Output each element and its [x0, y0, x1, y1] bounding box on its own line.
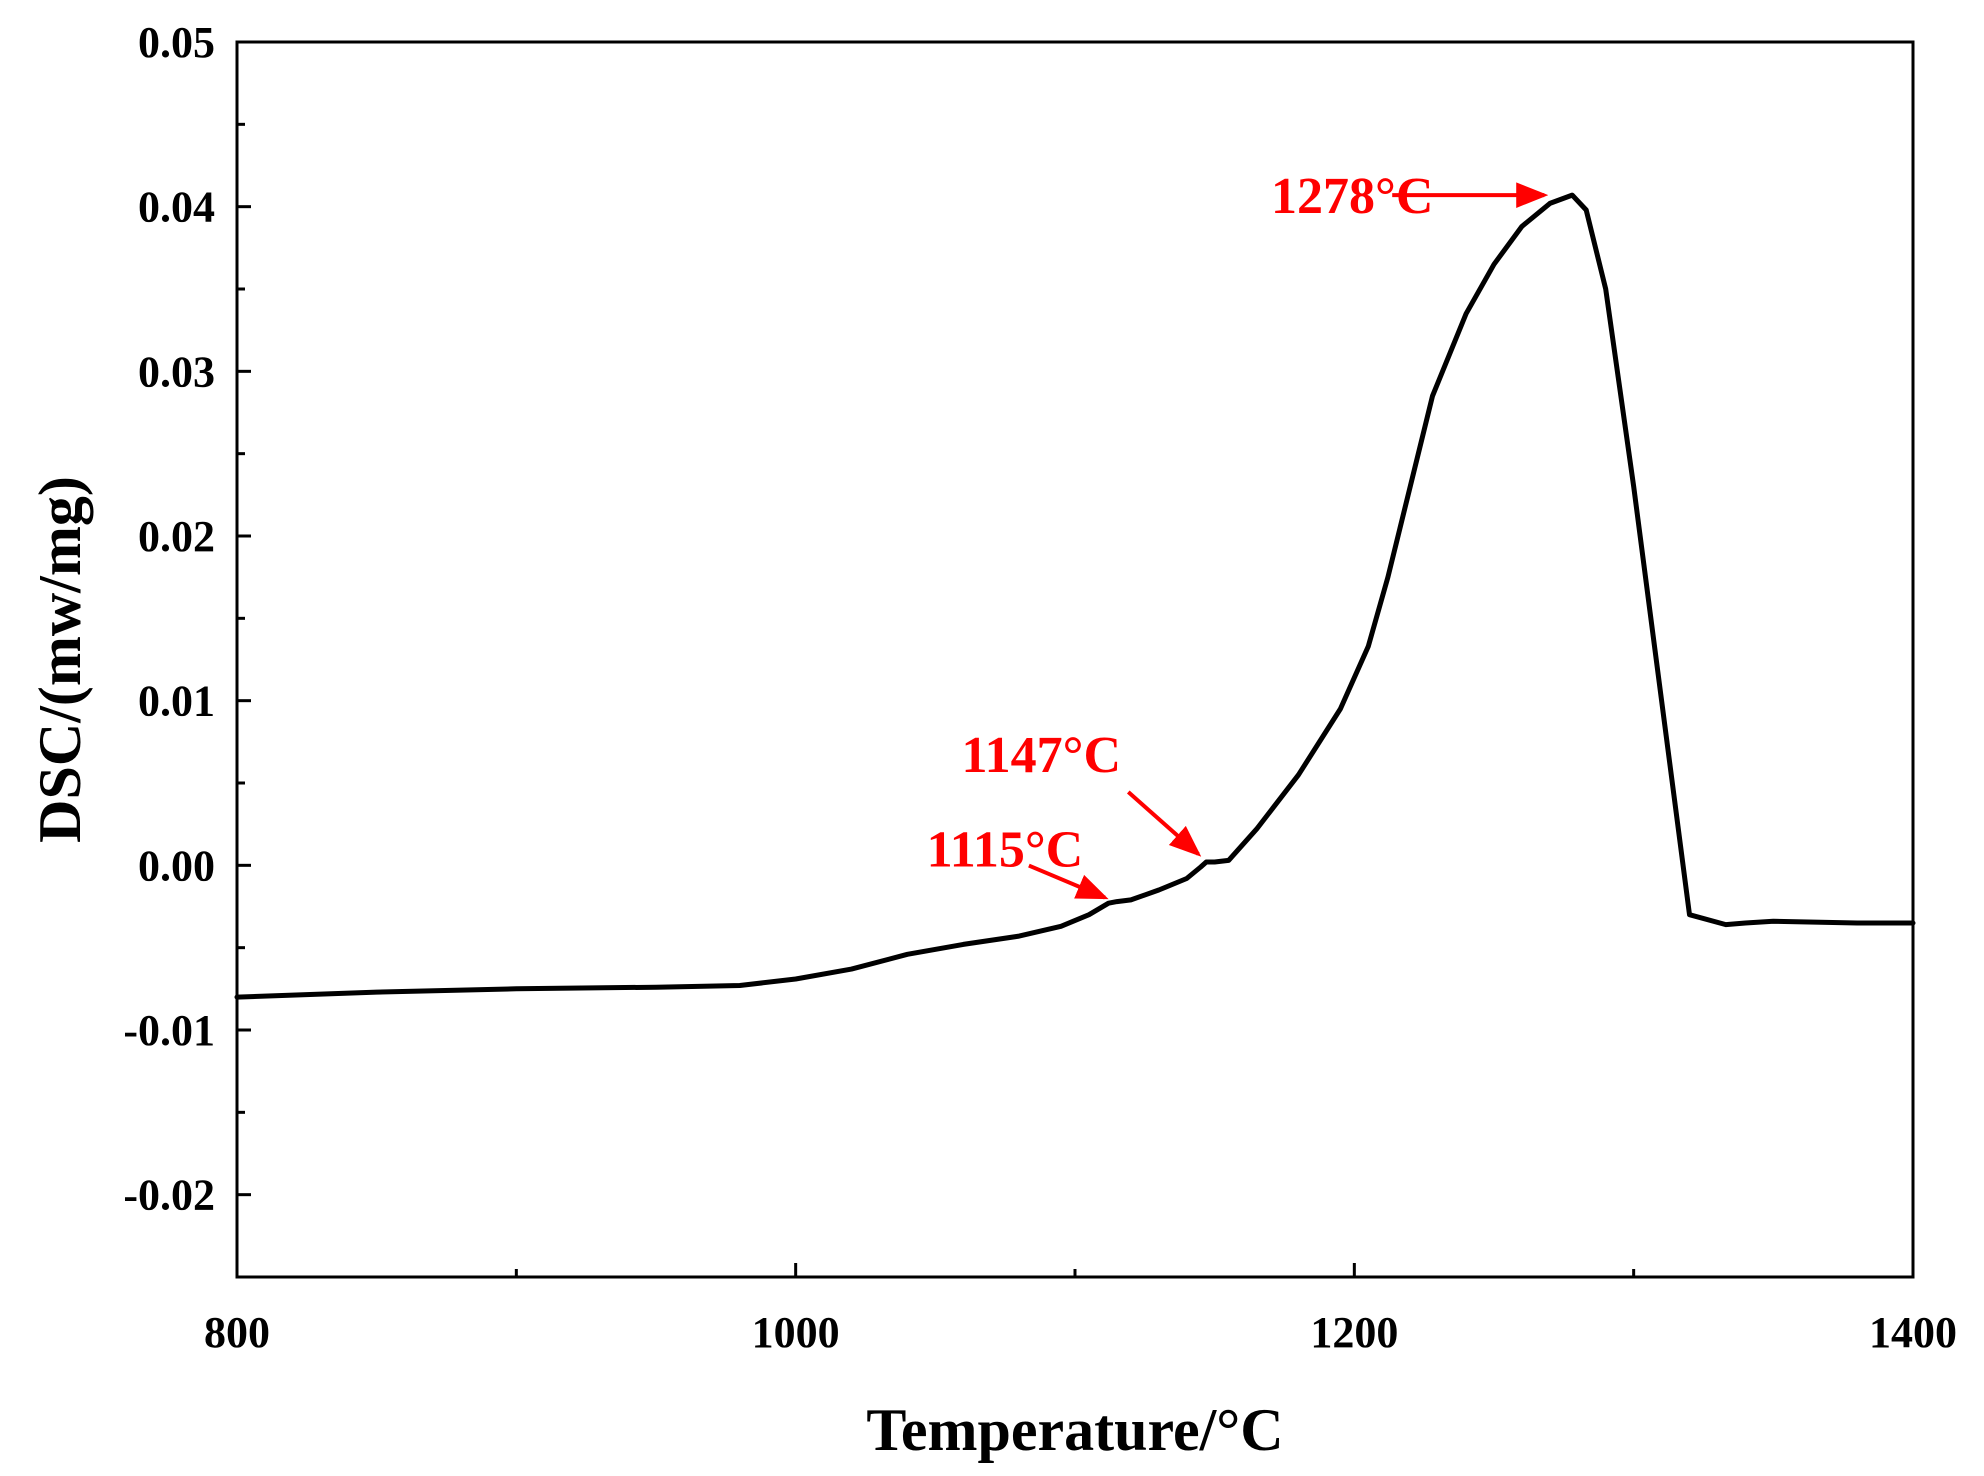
y-tick-label: 0.02 — [138, 512, 215, 561]
series — [234, 192, 1916, 1000]
axes — [235, 40, 1915, 1279]
y-tick-label: 0.04 — [138, 183, 215, 232]
x-tick-label: 800 — [204, 1308, 270, 1357]
annotation-arrow — [1126, 790, 1202, 857]
annotation-label: 1115°C — [927, 822, 1084, 879]
y-tick-label: 0.05 — [138, 18, 215, 67]
y-tick-label: 0.03 — [138, 347, 215, 396]
y-tick-label: 0.01 — [138, 677, 215, 726]
y-tick-label: -0.02 — [123, 1171, 215, 1220]
annotations: 1278°C 1147°C 1115°C — [927, 168, 1549, 900]
x-tick-label: 1400 — [1869, 1308, 1957, 1357]
ticks: -0.02 -0.01 0.00 0.01 0.02 0.03 0.04 0.05 800 100… — [123, 18, 1957, 1357]
x-axis-title: Temperature/°C — [866, 1397, 1283, 1463]
y-axis-title: DSC/(mw/mg) — [27, 476, 93, 843]
plot-frame — [235, 40, 1915, 1279]
x-tick-label: 1000 — [752, 1308, 840, 1357]
y-tick-label: 0.00 — [138, 841, 215, 890]
annotation-label: 1147°C — [962, 727, 1121, 784]
series-line-dsc — [234, 192, 1916, 1000]
annotation-arrow — [1028, 863, 1109, 900]
y-tick-label: -0.01 — [123, 1006, 215, 1055]
x-tick-label: 1200 — [1310, 1308, 1398, 1357]
annotation-label: 1278°C — [1271, 168, 1433, 225]
